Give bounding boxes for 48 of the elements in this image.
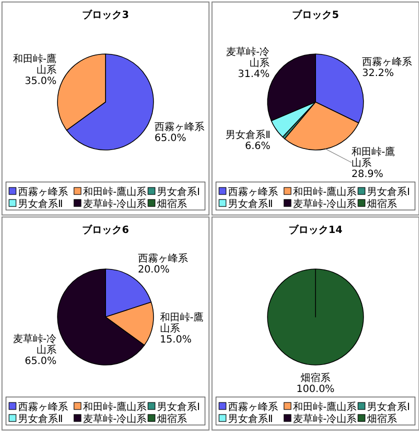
slice-label: 西霧ヶ峰系 xyxy=(362,56,412,68)
data-label: 32.2% xyxy=(362,68,394,79)
legend-label: 麦草峠-冷山系 xyxy=(83,198,147,210)
data-label: 100.0% xyxy=(296,384,335,395)
legend-label: 和田峠-鷹山系 xyxy=(83,401,147,413)
slice-label: 畑宿系 xyxy=(300,372,330,384)
slice-label: 和田峠-鷹山系 xyxy=(352,146,396,169)
chart-title: ブロック3 xyxy=(82,9,130,21)
legend-label: 西霧ヶ峰系 xyxy=(228,401,278,413)
chart-title: ブロック6 xyxy=(82,224,130,236)
data-label: 28.9% xyxy=(352,169,384,180)
legend-label: 男女倉系Ⅱ xyxy=(18,198,63,210)
legend-label: 男女倉系Ⅰ xyxy=(367,186,410,198)
legend-label: 麦草峠-冷山系 xyxy=(293,198,357,210)
legend-label: 西霧ヶ峰系 xyxy=(228,186,278,198)
legend-label: 男女倉系Ⅰ xyxy=(157,186,200,198)
legend-label: 男女倉系Ⅰ xyxy=(157,401,200,413)
data-label: 20.0% xyxy=(138,264,170,276)
legend-label: 麦草峠-冷山系 xyxy=(293,413,357,425)
slice-label: 西霧ヶ峰系 xyxy=(138,252,188,265)
data-label: 65.0% xyxy=(154,132,186,144)
legend-label: 男女倉系Ⅱ xyxy=(228,413,273,425)
legend-label: 和田峠-鷹山系 xyxy=(293,401,357,413)
legend-label: 和田峠-鷹山系 xyxy=(293,186,357,198)
data-label: 15.0% xyxy=(160,334,192,346)
data-label: 35.0% xyxy=(24,76,56,88)
chart-title: ブロック14 xyxy=(288,224,342,236)
legend-label: 畑宿系 xyxy=(157,413,187,425)
legend-label: 畑宿系 xyxy=(367,413,397,425)
slice-label: 和田峠-鷹山系 xyxy=(160,312,204,335)
legend-label: 畑宿系 xyxy=(367,198,397,210)
data-label: 65.0% xyxy=(24,356,56,367)
chart-title: ブロック5 xyxy=(292,9,340,21)
legend-label: 和田峠-鷹山系 xyxy=(83,186,147,198)
legend-label: 西霧ヶ峰系 xyxy=(18,401,68,413)
slice-label: 西霧ヶ峰系 xyxy=(154,120,205,133)
data-label: 6.6% xyxy=(244,140,270,152)
data-label: 31.4% xyxy=(238,69,270,80)
legend-label: 男女倉系Ⅱ xyxy=(228,198,273,210)
slice-label: 和田峠-鷹山系 xyxy=(12,53,56,76)
slice-label: 男女倉系Ⅱ xyxy=(225,128,270,141)
legend-label: 西霧ヶ峰系 xyxy=(18,186,68,198)
legend-label: 畑宿系 xyxy=(157,198,187,210)
slice-label: 麦草峠-冷山系 xyxy=(12,332,56,356)
slice-label: 麦草峠-冷山系 xyxy=(226,46,270,70)
legend-label: 男女倉系Ⅰ xyxy=(367,401,410,413)
legend-label: 麦草峠-冷山系 xyxy=(83,413,147,425)
legend-label: 男女倉系Ⅱ xyxy=(18,413,63,425)
